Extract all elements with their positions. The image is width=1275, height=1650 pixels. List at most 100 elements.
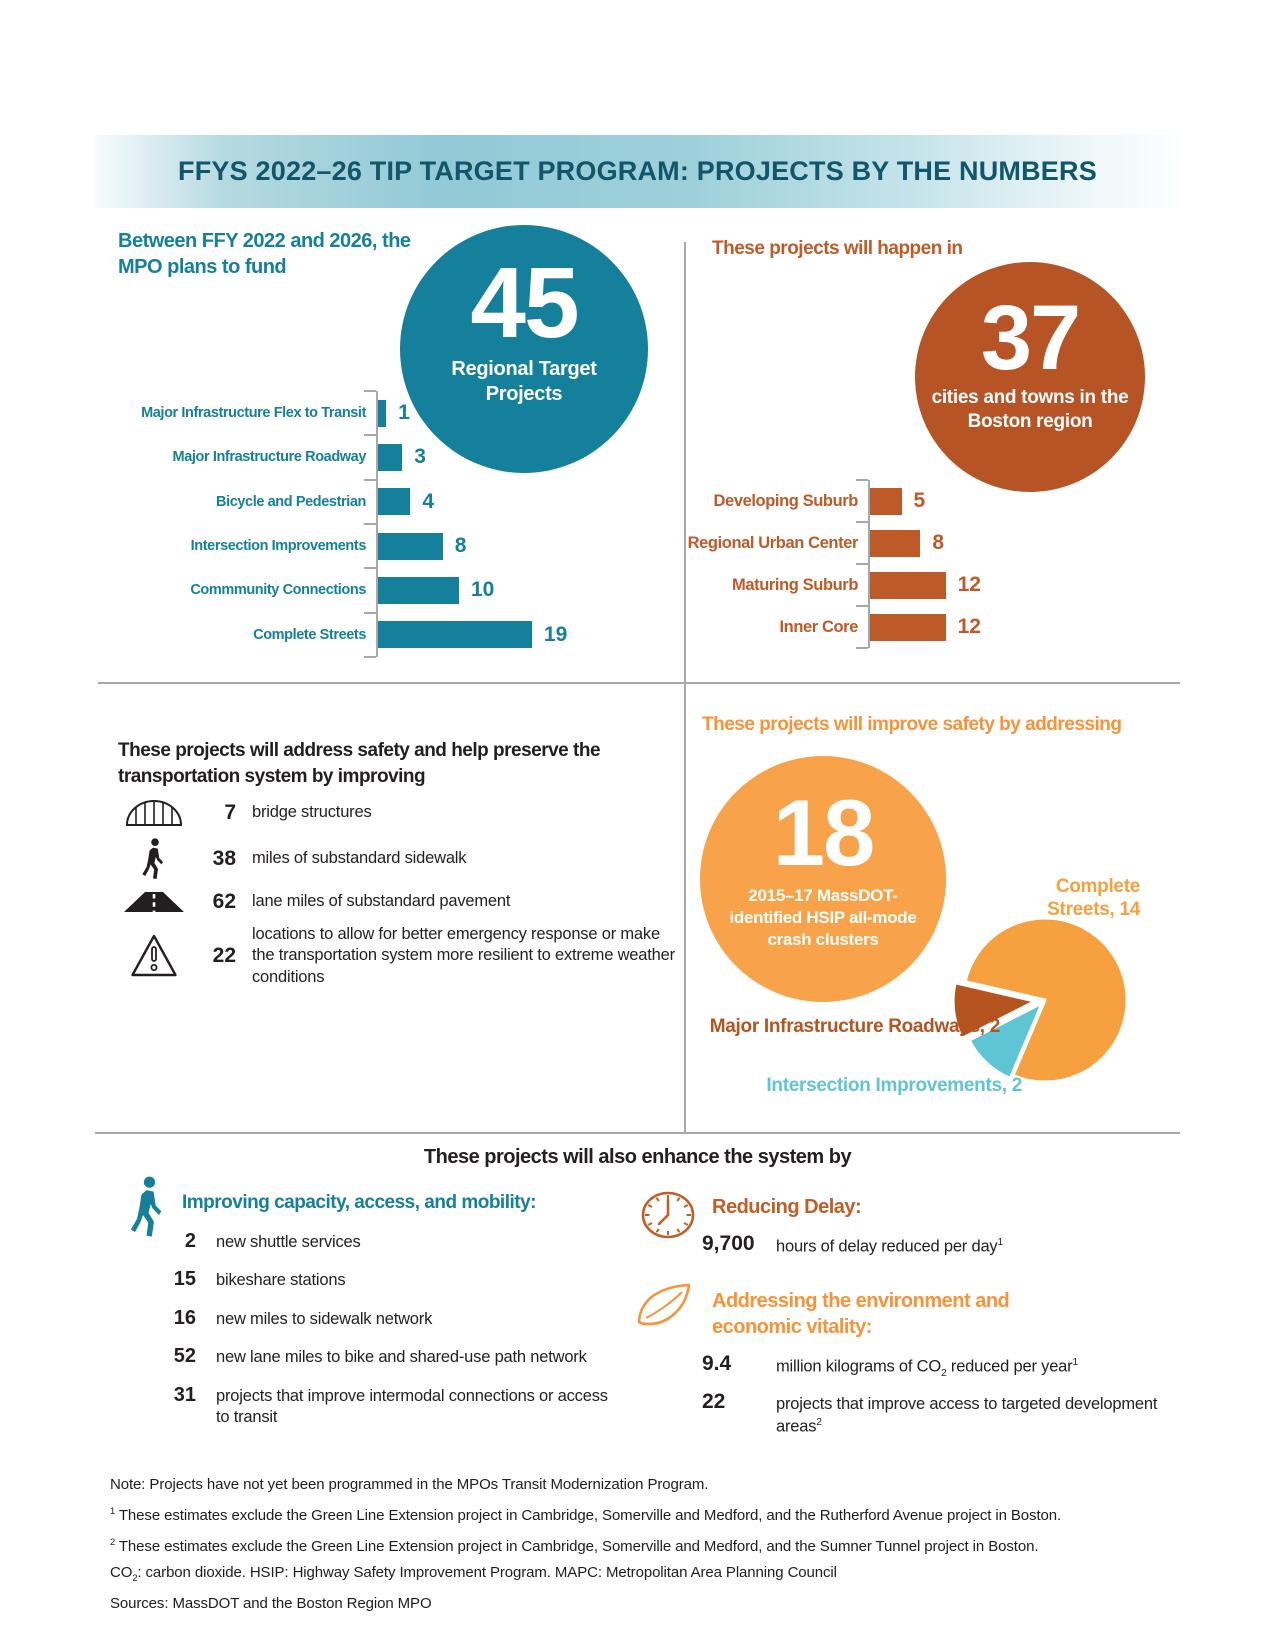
axis-tick: [364, 434, 376, 437]
footnotes: Note: Projects have not yet been program…: [110, 1472, 1188, 1617]
bar-category-label: Major Infrastructure Roadway: [172, 449, 367, 466]
capacity-item-value: 31: [173, 1383, 196, 1406]
safety-preserve-heading: These projects will address safety and h…: [118, 740, 601, 787]
funding-intro-heading: Between FFY 2022 and 2026, the MPO plans…: [118, 230, 411, 279]
vertical-divider: [684, 242, 686, 1132]
capacity-item-text: new shuttle services: [216, 1233, 361, 1251]
axis-tick: [364, 522, 376, 525]
horizontal-divider-bottom: [95, 1132, 1180, 1134]
capacity-item: 15 bikeshare stations: [112, 1268, 637, 1291]
footnote-line: CO2: carbon dioxide. HSIP: Highway Safet…: [110, 1564, 837, 1583]
funding-bar-chart: Major Infrastructure Flex to Transit 1 Maj…: [106, 390, 681, 663]
safety-item-value: 22: [212, 944, 236, 968]
capacity-item-text: bikeshare stations: [216, 1271, 346, 1290]
safety-item-text: miles of substandard sidewalk: [252, 849, 467, 868]
safety-address-heading: These projects will improve safety by ad…: [702, 714, 1122, 735]
bar: [870, 571, 946, 599]
capacity-list: 2 new shuttle services 15 bikeshare station…: [112, 1230, 637, 1444]
axis-line: [376, 391, 378, 657]
axis-tick: [364, 478, 376, 481]
capacity-item-value: 52: [173, 1345, 196, 1368]
pie-slice: [967, 1001, 1044, 1080]
bar-category-label: Developing Suburb: [713, 491, 859, 510]
bar-category-label: Bicycle and Pedestrian: [216, 493, 366, 510]
bridge-icon: [118, 798, 190, 828]
footnote-line: 1 These estimates exclude the Green Line…: [110, 1506, 1062, 1524]
locations-total-label: cities and towns in the Boston region: [931, 387, 1129, 432]
axis-tick: [364, 567, 376, 570]
bar: [870, 529, 921, 557]
bar-value-label: 8: [454, 533, 467, 557]
clock-icon: [640, 1190, 696, 1245]
bar-category-label: Complete Streets: [253, 626, 366, 643]
road-icon: [118, 890, 190, 914]
capacity-item-text: projects that improve intermodal connect…: [216, 1386, 608, 1427]
bar: [378, 621, 532, 649]
bar: [378, 488, 411, 516]
delay-heading: Reducing Delay:: [712, 1196, 862, 1218]
safety-item-value: 62: [212, 890, 236, 913]
pie-slice-label: Major Infrastructure Roadways, 2: [709, 1016, 1001, 1037]
enhance-heading: These projects will also enhance the sys…: [423, 1146, 852, 1168]
axis-tick: [364, 390, 376, 392]
bar-value-label: 3: [414, 445, 426, 469]
bar: [378, 399, 387, 427]
bar-category-label: Inner Core: [779, 617, 858, 636]
funding-total-circle: 45 Regional Target Projects: [400, 225, 648, 473]
safety-item: 22 locations to allow for better emergenc…: [118, 924, 680, 988]
crash-total-circle: 18 2015–17 MassDOT-identified HSIP all-m…: [700, 756, 946, 1002]
safety-preserve-list: 7 bridge structures 38 miles of substandard…: [118, 798, 680, 998]
bar-category-label: Commmunity Connections: [190, 582, 366, 599]
capacity-heading: Improving capacity, access, and mobility…: [182, 1192, 537, 1213]
delay-stat-value: 9,700: [702, 1232, 755, 1255]
bar-value-label: 10: [471, 578, 495, 602]
footnote-line: Sources: MassDOT and the Boston Region M…: [110, 1595, 432, 1612]
bar-value-label: 1: [398, 401, 410, 424]
safety-item: 38 miles of substandard sidewalk: [118, 838, 680, 880]
bar-value-label: 4: [422, 489, 435, 513]
environment-heading: Addressing the environment and economic …: [712, 1290, 1010, 1338]
axis-tick: [856, 563, 868, 565]
environment-item-text: million kilograms of CO2 reduced per yea…: [776, 1357, 1078, 1379]
safety-item-text: lane miles of substandard pavement: [252, 892, 511, 911]
axis-tick: [364, 611, 376, 614]
bar-category-label: Major Infrastructure Flex to Transit: [141, 405, 366, 422]
environment-item: 9.4 million kilograms of CO2 reduced per …: [702, 1352, 1182, 1380]
bar-category-label: Intersection Improvements: [190, 538, 367, 555]
delay-stat-text: hours of delay reduced per day1: [776, 1237, 1003, 1256]
safety-item-text: bridge structures: [252, 803, 372, 822]
capacity-item: 31 projects that improve intermodal conne…: [112, 1384, 637, 1429]
pie-slice-label: Intersection Improvements, 2: [766, 1075, 1022, 1096]
bar-category-label: Regional Urban Center: [687, 533, 859, 552]
delay-stat-row: 9,700 hours of delay reduced per day1: [702, 1232, 1177, 1258]
safety-item-text: locations to allow for better emergency …: [252, 925, 675, 986]
axis-tick: [364, 655, 376, 658]
bar: [378, 576, 459, 604]
capacity-item-value: 16: [173, 1306, 196, 1329]
locations-heading: These projects will happen in: [712, 238, 963, 259]
crash-total-label: 2015–17 MassDOT-identified HSIP all-mode…: [729, 886, 917, 950]
capacity-item-value: 2: [184, 1230, 196, 1252]
safety-item: 62 lane miles of substandard pavement: [118, 890, 680, 914]
leaf-icon: [634, 1280, 694, 1333]
bar: [378, 443, 403, 471]
funding-total-label: Regional Target Projects: [451, 358, 597, 405]
bar-value-label: 5: [913, 489, 926, 512]
crash-pie-chart: [951, 916, 1129, 1084]
axis-tick: [856, 521, 868, 523]
environment-item-value: 22: [702, 1390, 726, 1414]
location-bar-chart: Developing Suburb 5 Regional Urban Center 8…: [658, 479, 1170, 652]
environment-list: 9.4 million kilograms of CO2 reduced per …: [702, 1352, 1182, 1447]
pie-slice-label: Complete Streets, 14: [1047, 876, 1140, 920]
warning-icon: [118, 933, 190, 979]
bar: [378, 532, 443, 560]
environment-item-text: projects that improve access to targeted…: [776, 1395, 1158, 1436]
safety-item-value: 7: [224, 801, 236, 824]
header-band: FFYS 2022–26 TIP TARGET PROGRAM: PROJECT…: [95, 135, 1180, 208]
walking-person-icon: [124, 1176, 172, 1243]
bar-value-label: 8: [932, 531, 945, 554]
axis-tick: [856, 647, 868, 649]
pedestrian-icon: [118, 838, 190, 880]
axis-line: [868, 480, 870, 648]
